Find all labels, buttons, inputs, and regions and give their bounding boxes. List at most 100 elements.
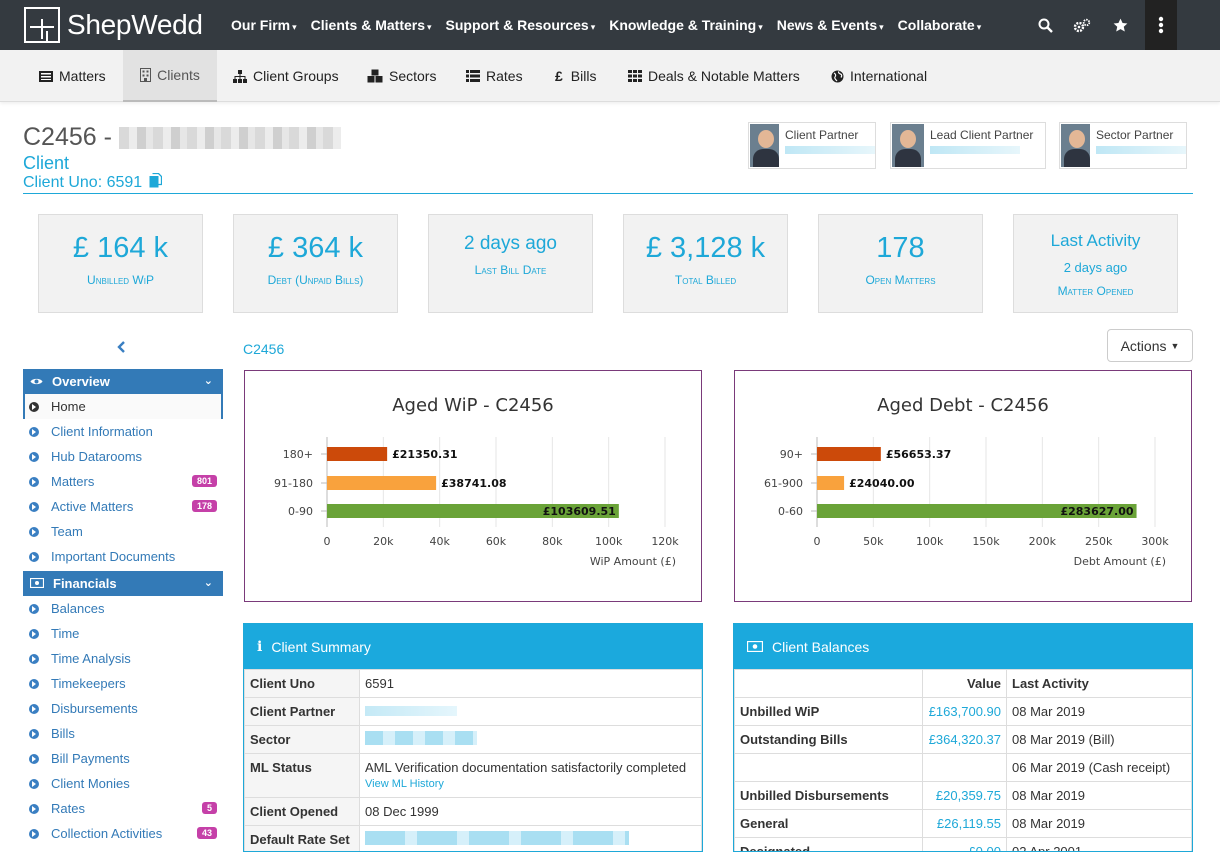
tab-sectors[interactable]: Sectors [367,50,436,102]
sidebar-section-financials[interactable]: Financials ⌄ [23,571,223,596]
arrow-circle-right-icon [29,803,39,814]
lead-client-partner-card[interactable]: Lead Client Partner [890,122,1046,169]
kpi-unbilled-wip[interactable]: £ 164 k Unbilled WiP [38,214,203,313]
sidebar-item-hub-datarooms[interactable]: Hub Datarooms [23,444,223,469]
row-value-link[interactable]: £163,700.90 [922,697,1007,726]
star-icon[interactable] [1109,0,1131,50]
client-uno-link[interactable]: Client Uno: 6591 [23,172,162,192]
nav-collaborate[interactable]: Collaborate [898,17,982,33]
chevron-left-icon[interactable] [117,340,126,358]
partner-link-redacted[interactable] [365,706,457,716]
avatar [750,124,779,167]
breadcrumb[interactable]: C2456 [243,341,285,357]
view-ml-history-link[interactable]: View ML History [365,778,444,790]
list-icon [39,70,53,82]
nav-news-events[interactable]: News & Events [777,17,884,33]
row-value-link[interactable] [922,753,1007,782]
kpi-last-bill-date[interactable]: 2 days ago Last Bill Date [428,214,593,313]
row-value-link[interactable]: £0.00 [922,837,1007,851]
info-icon: i [257,638,263,655]
y-category-label: 0-60 [778,505,803,518]
bar-91180 [327,476,437,490]
arrow-circle-right-icon [29,778,39,789]
row-value[interactable] [359,825,702,851]
sidebar-item-label: Hub Datarooms [51,449,143,464]
tab-client-groups[interactable]: Client Groups [233,50,339,102]
row-key: Unbilled WiP [734,697,923,726]
nav-knowledge-training[interactable]: Knowledge & Training [609,17,763,33]
section-title: Overview [52,374,110,389]
sidebar-section-overview[interactable]: Overview ⌄ [23,369,223,394]
sidebar-item-time-analysis[interactable]: Time Analysis [23,646,223,671]
kpi-last-activity[interactable]: Last Activity 2 days ago Matter Opened [1013,214,1178,313]
sidebar-item-client-information[interactable]: Client Information [23,419,223,444]
table-row: Unbilled Disbursements £20,359.75 08 Mar 2… [734,781,1192,810]
tab-international[interactable]: International [831,50,927,102]
sector-partner-card[interactable]: Sector Partner [1059,122,1187,169]
sidebar-item-important-documents[interactable]: Important Documents [23,544,223,569]
row-value-link[interactable]: £26,119.55 [922,809,1007,838]
actions-dropdown-button[interactable]: Actions ▼ [1107,329,1193,362]
row-value[interactable] [359,725,702,754]
row-value[interactable] [359,697,702,726]
bar-90 [817,447,881,461]
sidebar-item-label: Bills [51,726,75,741]
sector-link-redacted[interactable] [365,731,477,745]
x-tick-label: 100k [595,535,623,548]
sidebar-item-home[interactable]: Home [23,394,223,419]
sidebar-item-team[interactable]: Team [23,519,223,544]
tab-clients-label: Clients [157,67,200,83]
sidebar-item-disbursements[interactable]: Disbursements [23,696,223,721]
tab-bills[interactable]: £ Bills [555,50,596,102]
sidebar-item-balances[interactable]: Balances [23,596,223,621]
sidebar-item-time[interactable]: Time [23,621,223,646]
sidebar-item-collection-activities[interactable]: Collection Activities 43 [23,821,223,846]
partner-name-redacted [930,146,1020,154]
x-axis-label: WiP Amount (£) [590,555,676,568]
brand-logo[interactable]: ShepWedd [24,7,203,43]
table-row: ML Status AML Verification documentation … [244,753,702,798]
search-icon[interactable] [1034,0,1056,50]
sidebar-item-timekeepers[interactable]: Timekeepers [23,671,223,696]
sidebar-item-label: Home [51,399,86,414]
kpi-total-billed[interactable]: £ 3,128 k Total Billed [623,214,788,313]
partner-role: Sector Partner [1096,128,1174,142]
column-header-last-activity: Last Activity [1006,669,1192,698]
kpi-label: Matter Opened [1057,284,1134,298]
nav-clients-matters[interactable]: Clients & Matters [311,17,432,33]
row-value-link[interactable]: £364,320.37 [922,725,1007,754]
kpi-open-matters[interactable]: 178 Open Matters [818,214,983,313]
kpi-label: Last Bill Date [474,263,547,277]
tab-deals-notable-matters[interactable]: Deals & Notable Matters [628,50,800,102]
y-category-label: 0-90 [288,505,313,518]
client-summary-table: Client Uno 6591 Client Partner Sector ML … [244,669,702,851]
sidebar-item-rates[interactable]: Rates 5 [23,796,223,821]
kpi-value: £ 364 k [267,232,364,264]
header-divider [23,193,1193,194]
copy-icon[interactable] [149,172,162,188]
kpi-debt[interactable]: £ 364 k Debt (Unpaid Bills) [233,214,398,313]
row-key: Unbilled Disbursements [734,781,923,810]
row-value-link[interactable]: £20,359.75 [922,781,1007,810]
client-partner-card[interactable]: Client Partner [748,122,876,169]
client-summary-panel: i Client Summary Client Uno 6591 Client P… [243,623,703,852]
rate-set-link-redacted[interactable] [365,831,629,845]
arrow-circle-right-icon [29,678,39,689]
arrow-circle-right-icon [29,401,39,412]
nav-our-firm[interactable]: Our Firm [231,17,297,33]
sidebar-item-active-matters[interactable]: Active Matters 178 [23,494,223,519]
gears-icon[interactable] [1071,0,1093,50]
arrow-circle-right-icon [29,828,39,839]
more-vertical-icon[interactable] [1145,0,1177,50]
sidebar-item-client-monies[interactable]: Client Monies [23,771,223,796]
sidebar-item-bills[interactable]: Bills [23,721,223,746]
tab-clients[interactable]: Clients [123,50,217,102]
nav-support-resources[interactable]: Support & Resources [446,17,596,33]
tab-rates[interactable]: Rates [466,50,523,102]
tab-matters[interactable]: Matters [39,50,106,102]
panel-header: i Client Summary [244,624,702,669]
row-key: Default Rate Set [244,825,360,851]
logo-mark-icon [24,7,60,43]
sidebar-item-matters[interactable]: Matters 801 [23,469,223,494]
sidebar-item-bill-payments[interactable]: Bill Payments [23,746,223,771]
